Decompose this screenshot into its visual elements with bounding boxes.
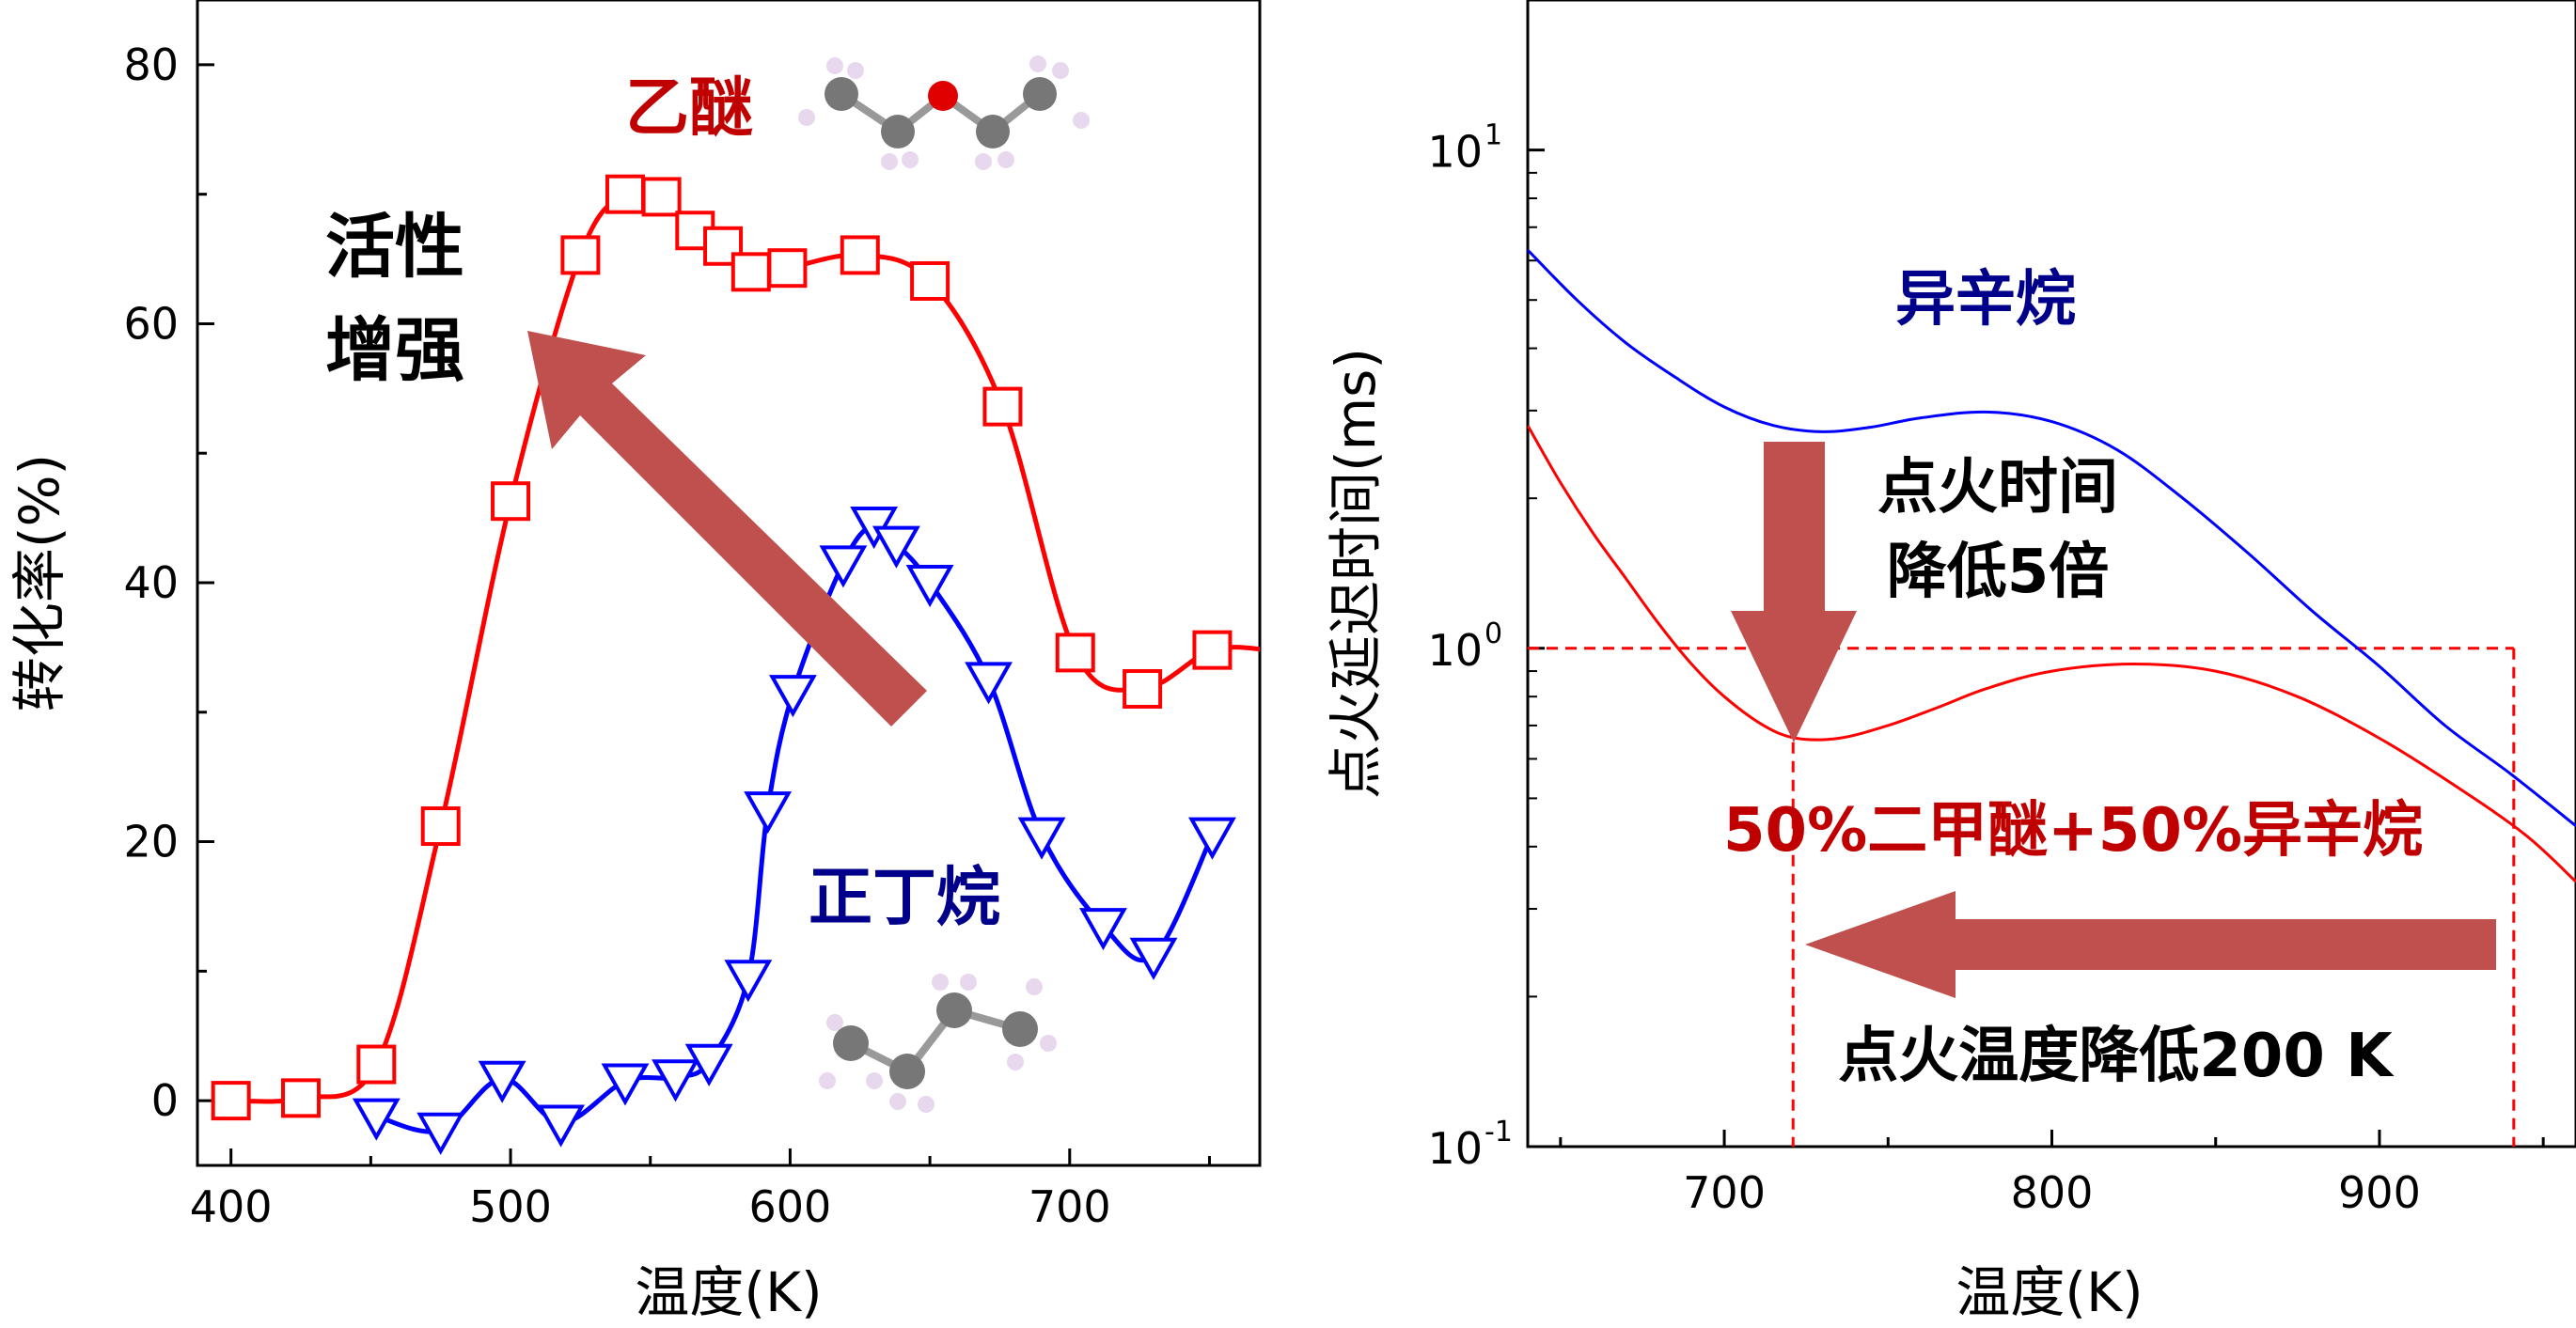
activity-increase-arrow: [527, 331, 927, 726]
ether-data-point: [356, 1044, 397, 1085]
ignition-temperature-left-arrow: [1805, 891, 2496, 998]
ether-data-point: [420, 806, 461, 847]
right-series-group: [1528, 248, 2576, 883]
left-y-tick-label: 20: [123, 817, 179, 867]
butane-data-point: [537, 1104, 586, 1148]
blend-label: 50%二甲醚+50%异辛烷: [1723, 796, 2423, 866]
ether-label: 乙醚: [625, 71, 753, 146]
right-x-axis-title: 温度(K): [1956, 1260, 2143, 1324]
butane-data-point: [872, 525, 920, 569]
left-x-tick-label: 400: [190, 1181, 273, 1232]
left-axis-ticks: 400 500 600 700 0 20 40 60 80: [123, 39, 1211, 1232]
left-y-tick-label: 60: [123, 298, 179, 349]
ether-data-point: [910, 260, 950, 301]
ether-data-point: [730, 252, 771, 292]
ether-molecule-graphic: [798, 55, 1090, 170]
butane-data-point: [1188, 817, 1236, 860]
right-y-axis-title: 点火延迟时间(ms): [1324, 348, 1388, 799]
left-x-tick-label: 500: [469, 1181, 552, 1232]
butane-data-point: [1017, 817, 1066, 860]
left-x-tick-label: 700: [1029, 1181, 1111, 1232]
butane-data-point: [744, 791, 793, 835]
butane-data-point: [652, 1059, 699, 1102]
butane-label: 正丁烷: [809, 861, 1000, 935]
ignition-time-label-line1: 点火时间: [1877, 453, 2118, 523]
butane-data-point: [724, 960, 773, 1003]
butane-data-point: [905, 565, 954, 608]
right-x-tick-label: 800: [2011, 1167, 2094, 1218]
ether-data-point: [1123, 668, 1163, 709]
ignition-temperature-label: 点火温度降低200 K: [1838, 1022, 2395, 1091]
ether-data-point: [1055, 633, 1095, 673]
ether-data-point: [560, 235, 601, 275]
left-x-axis-title: 温度(K): [635, 1260, 822, 1324]
left-y-tick-label: 0: [151, 1075, 179, 1126]
right-y-tick-exponent: 1: [1484, 119, 1502, 152]
left-plot-frame: [196, 0, 1262, 1167]
butane-data-point: [1079, 908, 1127, 951]
isooctane-label: 异辛烷: [1895, 265, 2076, 335]
butane-data-point: [416, 1112, 465, 1155]
left-y-tick-label: 40: [123, 557, 179, 608]
ether-data-point: [982, 386, 1023, 427]
ignition-time-label-line2: 降低5倍: [1887, 538, 2110, 607]
left-y-tick-label: 80: [123, 39, 179, 90]
activity-label-line1: 活性: [325, 207, 464, 288]
ether-data-point: [767, 248, 808, 289]
butane-data-point: [352, 1098, 401, 1141]
right-x-tick-label: 900: [2338, 1167, 2421, 1218]
ether-data-point: [281, 1078, 322, 1118]
isooctane-series-line: [1528, 248, 2576, 827]
right-y-tick-label: 10: [1427, 127, 1483, 178]
butane-data-point: [601, 1063, 650, 1106]
right-y-tick-label: 10: [1427, 1123, 1483, 1174]
ether-data-point: [491, 481, 531, 522]
butane-data-point: [819, 545, 868, 588]
butane-data-point: [684, 1043, 733, 1086]
right-y-tick-exponent: 0: [1484, 617, 1502, 650]
butane-data-point: [965, 662, 1013, 705]
right-x-tick-label: 700: [1683, 1167, 1766, 1218]
ignition-time-down-arrow: [1731, 442, 1857, 742]
left-y-axis-title: 转化率(%): [8, 454, 71, 711]
ether-data-point: [840, 235, 880, 275]
ether-data-point: [641, 177, 682, 217]
left-x-tick-label: 600: [749, 1181, 832, 1232]
blend-series-line: [1528, 424, 2576, 883]
right-y-tick-label: 10: [1427, 625, 1483, 676]
activity-label-line2: 增强: [325, 310, 464, 391]
butane-molecule-graphic: [819, 974, 1057, 1113]
butane-data-point: [768, 675, 817, 718]
ether-data-point: [211, 1081, 251, 1121]
ether-data-point: [605, 174, 645, 214]
butane-data-point: [478, 1060, 526, 1103]
ether-data-point: [1192, 630, 1233, 670]
left-series-group: [211, 174, 1260, 1155]
right-y-tick-exponent: -1: [1484, 1116, 1513, 1148]
left-chart-panel: 400 500 600 700 0 20 40 60 80 温度(K) 转化率(%): [8, 0, 1262, 1324]
butane-data-point: [1129, 937, 1178, 980]
